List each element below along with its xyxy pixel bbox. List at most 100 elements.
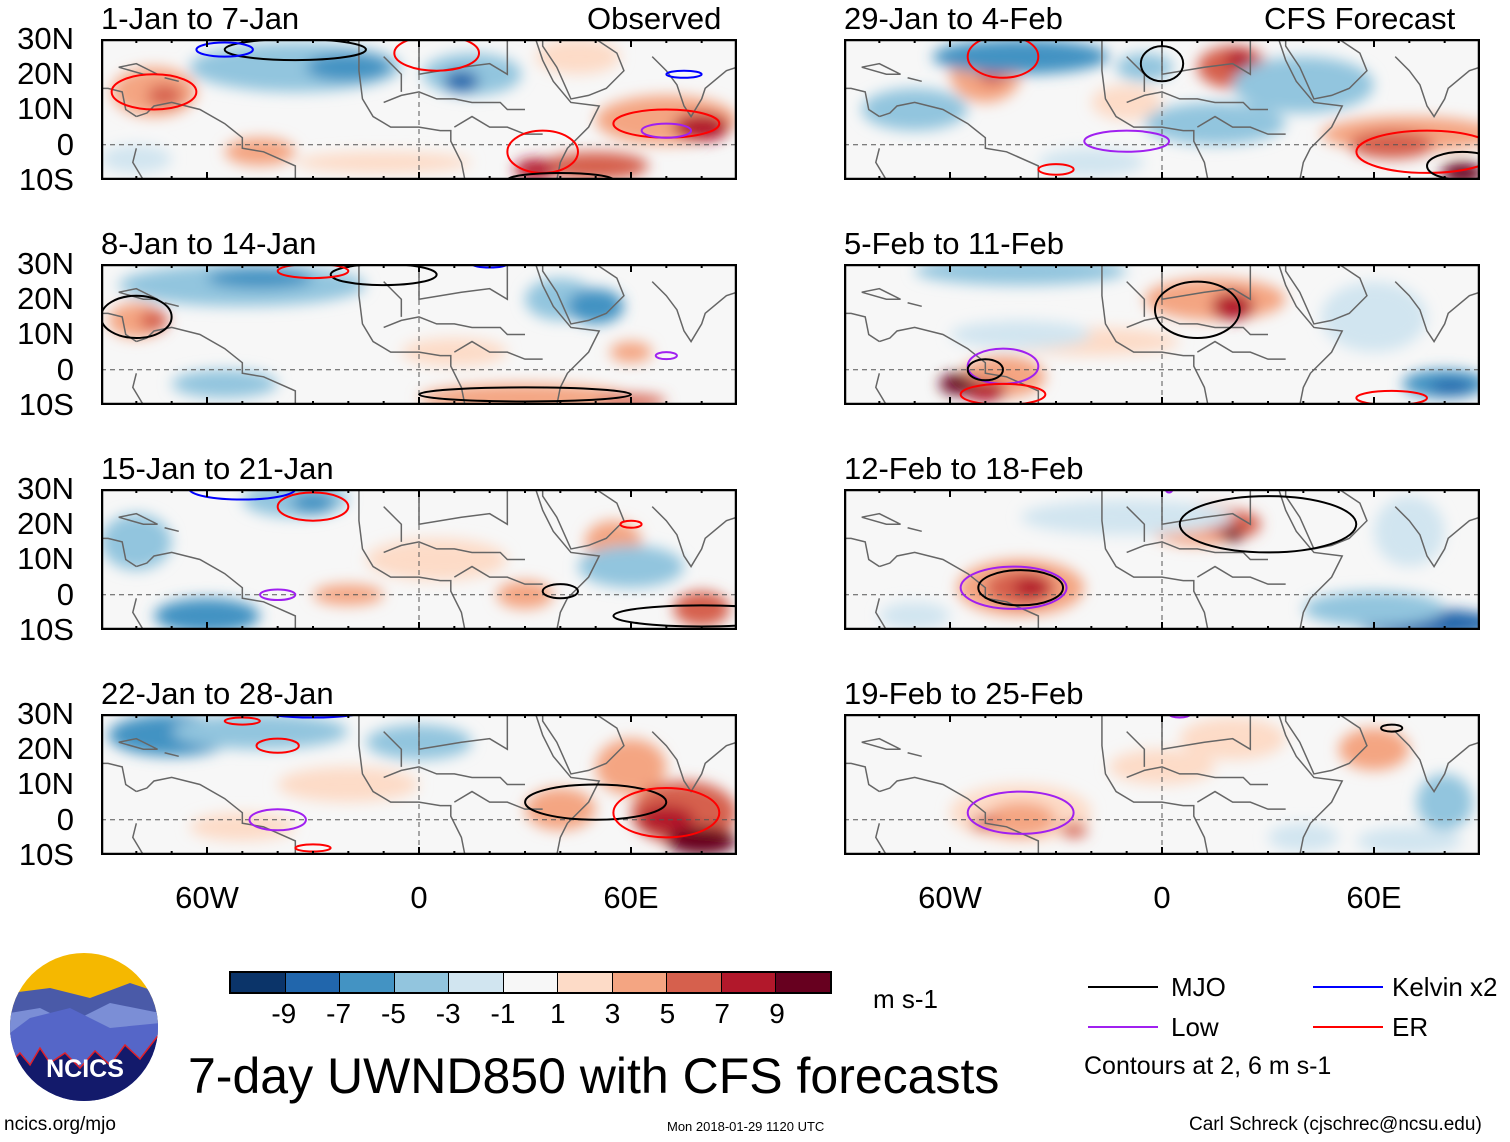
wind-anomaly-region bbox=[139, 309, 169, 331]
coastline bbox=[453, 340, 543, 360]
colorbar-label: -9 bbox=[271, 998, 297, 1029]
coastline bbox=[1126, 281, 1146, 317]
colorbar-label: -3 bbox=[435, 998, 461, 1029]
coastline bbox=[136, 101, 297, 180]
coastline bbox=[1101, 264, 1209, 405]
coastline bbox=[136, 776, 297, 855]
figure-title: 7-day UWND850 with CFS forecasts bbox=[188, 1048, 1000, 1104]
wind-anomaly-region bbox=[1321, 281, 1427, 353]
wind-anomaly-region bbox=[861, 88, 968, 131]
wave-contour bbox=[393, 39, 481, 72]
wind-anomaly-region bbox=[578, 545, 684, 588]
panel-title: 1-Jan to 7-Jan bbox=[101, 1, 300, 36]
wave-contour bbox=[506, 171, 615, 180]
colorbar-swatch bbox=[231, 973, 286, 992]
coastline bbox=[541, 264, 625, 325]
lat-label: 20N bbox=[17, 506, 74, 542]
wind-anomaly-region bbox=[101, 144, 172, 173]
colorbar-swatch bbox=[612, 973, 668, 992]
coastline bbox=[844, 762, 880, 793]
coastline bbox=[136, 326, 297, 405]
wave-contour bbox=[654, 351, 678, 361]
coastline bbox=[907, 527, 922, 533]
wave-contour bbox=[1083, 129, 1171, 153]
coastline bbox=[358, 714, 466, 855]
lat-label: 20N bbox=[17, 731, 74, 767]
colorbar-swatch bbox=[285, 973, 341, 992]
coastline bbox=[358, 489, 466, 630]
wind-anomaly-region bbox=[1349, 130, 1435, 159]
coastline bbox=[1284, 264, 1368, 325]
coastline bbox=[383, 506, 403, 542]
colorbar-swatch bbox=[503, 973, 559, 992]
colorbar-swatch bbox=[776, 973, 831, 992]
colorbar-units: m s-1 bbox=[873, 984, 938, 1014]
coastline bbox=[1126, 766, 1268, 786]
wind-anomaly-region bbox=[1430, 380, 1473, 395]
wind-anomaly-region bbox=[1038, 148, 1145, 177]
panel-title: 8-Jan to 14-Jan bbox=[101, 226, 317, 261]
footer-url[interactable]: ncics.org/mjo bbox=[4, 1114, 116, 1135]
wave-contour bbox=[966, 39, 1040, 79]
coastline bbox=[874, 823, 888, 855]
coastline bbox=[1126, 91, 1268, 111]
coastline bbox=[383, 541, 525, 561]
coastline bbox=[879, 551, 1040, 630]
wind-anomaly-region bbox=[277, 766, 419, 803]
wave-contour bbox=[1153, 280, 1241, 339]
coastline bbox=[1277, 39, 1344, 180]
coastline bbox=[101, 87, 137, 118]
coastline bbox=[1196, 565, 1286, 585]
panel-title: 15-Jan to 21-Jan bbox=[101, 451, 334, 486]
coastline bbox=[861, 512, 901, 525]
lat-label: 30N bbox=[17, 21, 74, 56]
coastline bbox=[874, 148, 888, 180]
coastline bbox=[541, 714, 625, 775]
ncics-logo: NCICS bbox=[10, 953, 158, 1101]
lat-label: 30N bbox=[17, 246, 74, 281]
coastline bbox=[1126, 506, 1146, 542]
wave-contour bbox=[1355, 129, 1480, 174]
coastline bbox=[358, 39, 466, 180]
legend-low: Low bbox=[1171, 1012, 1219, 1042]
coastline bbox=[383, 281, 403, 317]
colorbar-swatch bbox=[449, 973, 504, 992]
coastline bbox=[164, 527, 179, 533]
lon-label: 60E bbox=[1346, 880, 1402, 915]
wave-contour bbox=[1168, 714, 1192, 719]
map-panel bbox=[844, 39, 1480, 180]
coastline bbox=[164, 302, 179, 308]
coastline bbox=[861, 737, 901, 750]
coastline bbox=[383, 766, 525, 786]
lat-label: 20N bbox=[17, 56, 74, 92]
map-panel bbox=[101, 714, 737, 855]
coastline bbox=[1126, 731, 1146, 767]
wave-contour bbox=[259, 588, 297, 602]
coastline bbox=[534, 39, 601, 180]
coastline bbox=[874, 373, 888, 405]
wind-anomaly-region bbox=[154, 598, 260, 630]
coastline bbox=[358, 264, 466, 405]
coastline bbox=[453, 790, 543, 810]
wind-anomaly-region bbox=[291, 492, 335, 514]
wind-anomaly-region bbox=[932, 39, 1109, 75]
panel-title: 12-Feb to 18-Feb bbox=[844, 451, 1084, 486]
wind-anomaly-region bbox=[295, 151, 472, 173]
wind-anomaly-region bbox=[1232, 56, 1374, 113]
coastline bbox=[383, 731, 403, 767]
footer-author: Carl Schreck (cjschrec@ncsu.edu) bbox=[1189, 1114, 1482, 1135]
wind-anomaly-region bbox=[1222, 527, 1244, 542]
coastline bbox=[453, 565, 543, 585]
lat-label: 0 bbox=[56, 801, 74, 837]
wind-anomaly-region bbox=[1211, 292, 1254, 321]
wind-anomaly-region bbox=[985, 802, 1056, 838]
wind-anomaly-region bbox=[535, 39, 621, 75]
wind-anomaly-region bbox=[1416, 773, 1473, 831]
coastline bbox=[861, 287, 901, 300]
logo-text: NCICS bbox=[46, 1055, 124, 1083]
legend-mjo-line bbox=[1088, 986, 1158, 988]
coastline bbox=[101, 537, 137, 568]
wave-contour bbox=[640, 122, 693, 139]
lon-label: 60W bbox=[175, 880, 239, 915]
coastline bbox=[1277, 714, 1344, 855]
